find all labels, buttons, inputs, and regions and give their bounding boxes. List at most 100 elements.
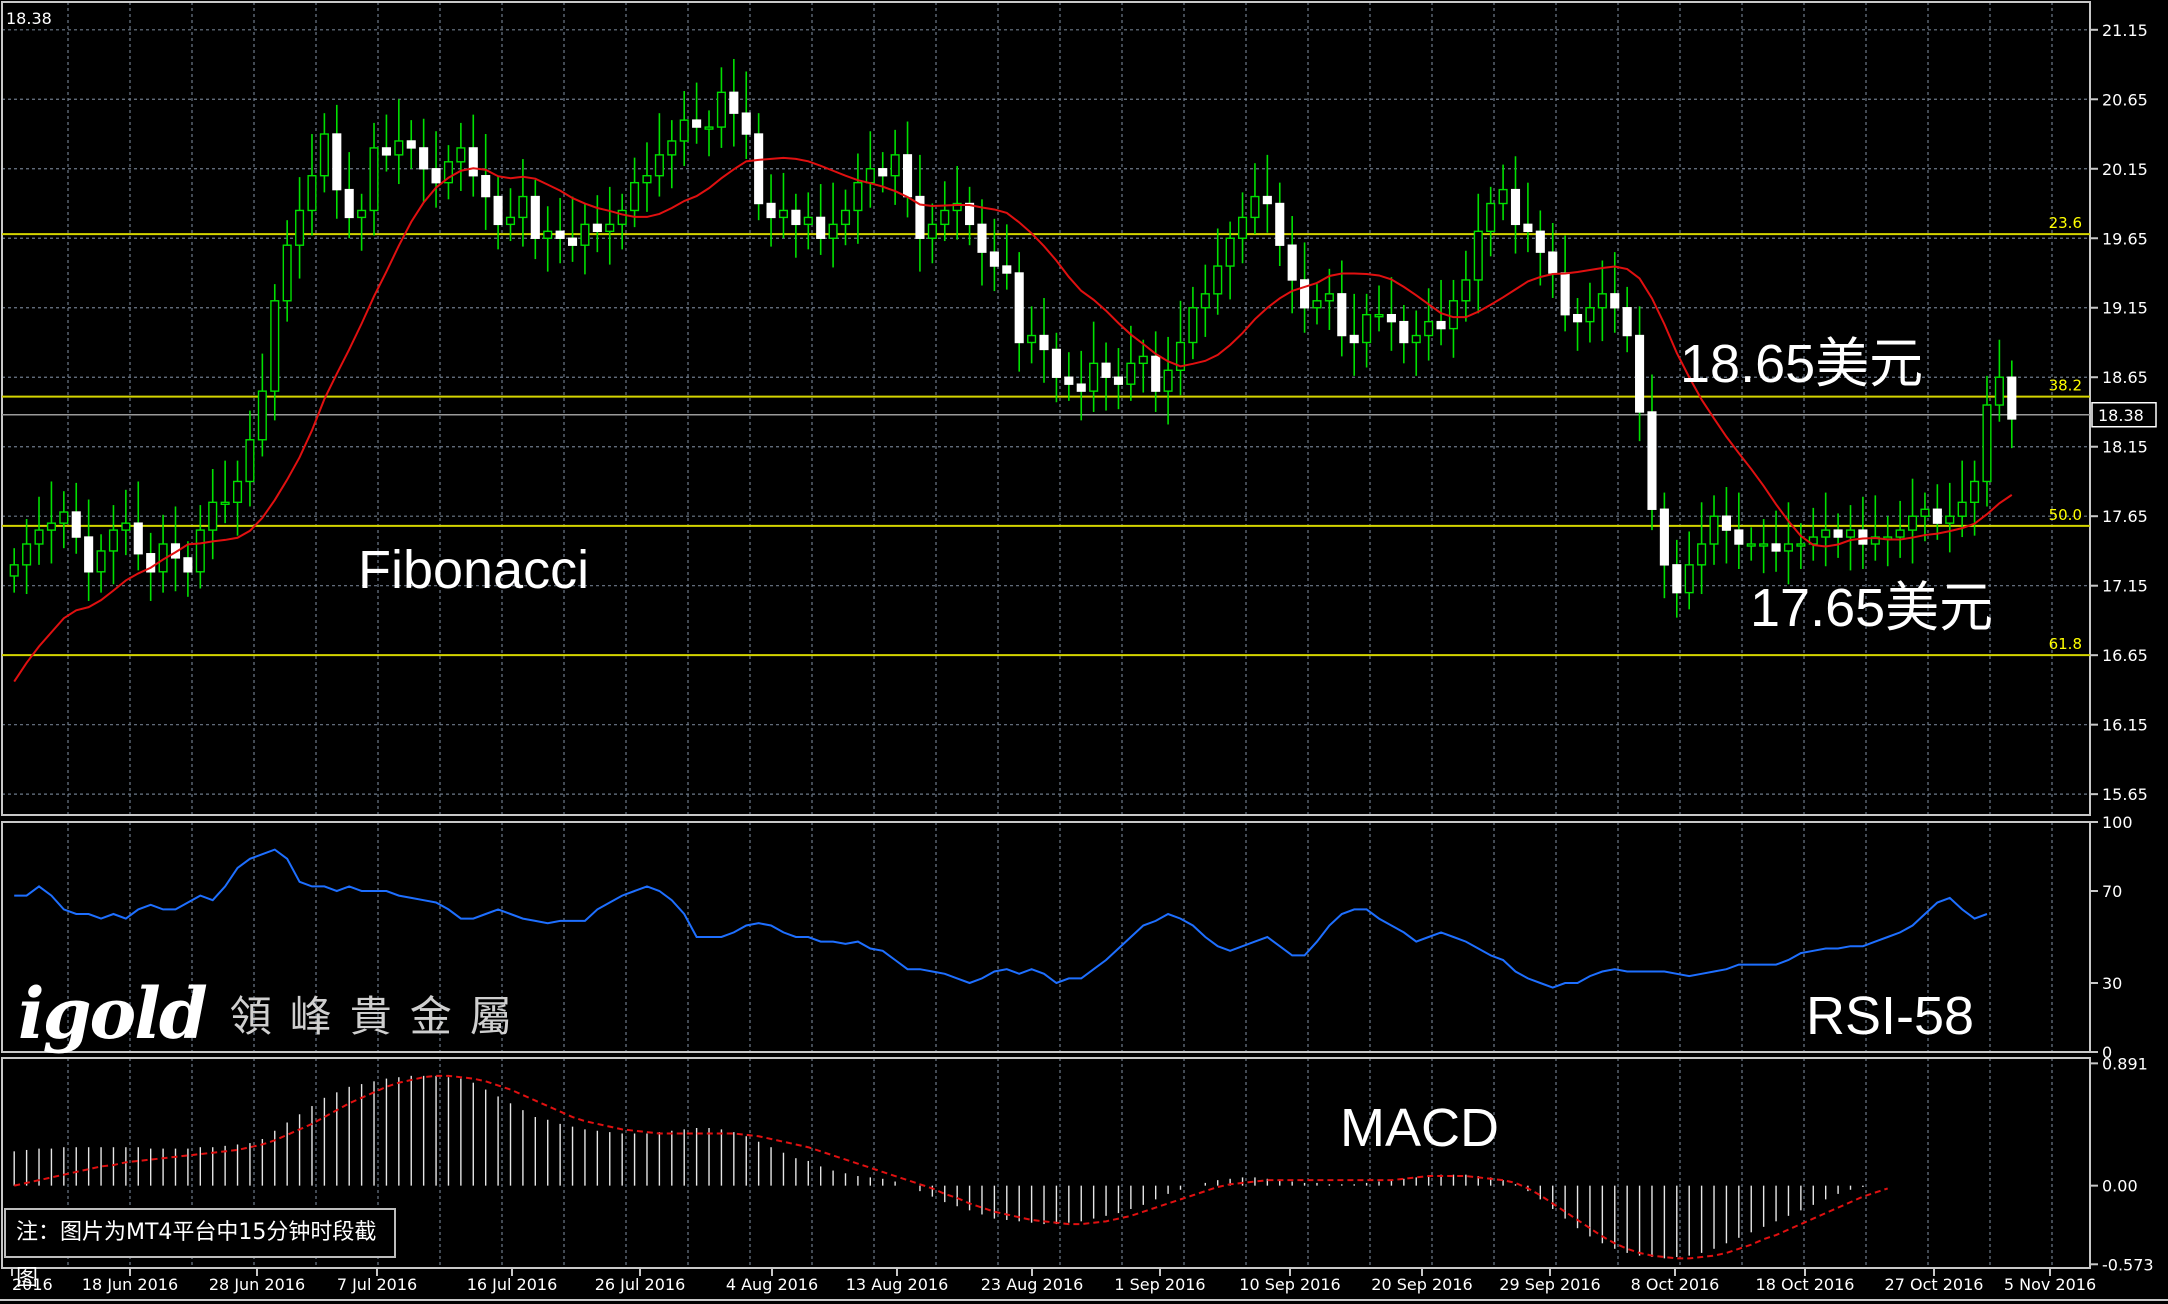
candle-body (890, 154, 900, 177)
x-tick-label: 18 Jun 2016 (82, 1275, 178, 1294)
price-tick-label: 18.65 (2102, 368, 2148, 387)
candle-body (481, 175, 491, 198)
fibonacci-annotation: Fibonacci (358, 540, 589, 600)
candle-body (729, 91, 739, 114)
candle-body (840, 209, 851, 226)
candle-body (1461, 279, 1471, 302)
x-tick-label: 13 Aug 2016 (846, 1275, 949, 1294)
candle-body (232, 480, 243, 504)
candle-body (1113, 376, 1124, 385)
candle-body (1697, 543, 1707, 566)
candle-body (1051, 348, 1061, 378)
fib-level-label: 50.0 (2049, 506, 2082, 524)
candle-body (1597, 293, 1607, 309)
candle-body (71, 511, 81, 538)
candle-body (989, 251, 999, 267)
candle-body (1647, 411, 1657, 510)
candle-body (307, 175, 317, 212)
candle-body (456, 147, 466, 163)
candle-body (1709, 515, 1719, 545)
candle-body (1783, 543, 1794, 552)
candle-body (319, 133, 329, 177)
candle-body (59, 511, 69, 524)
x-tick-label: 23 Aug 2016 (981, 1275, 1084, 1294)
candle-body (1771, 543, 1781, 552)
candle-body (282, 244, 292, 302)
candle-body (1523, 223, 1533, 233)
candle-body (332, 133, 342, 191)
rsi-tick-label: 0 (2102, 1043, 2112, 1062)
candle-body (1399, 320, 1409, 344)
candle-body (1225, 237, 1235, 267)
candle-body (1151, 355, 1161, 392)
candle-body (555, 230, 565, 239)
price-tick-label: 15.65 (2102, 785, 2148, 804)
price-tick-label: 21.15 (2102, 21, 2148, 40)
candle-body (1498, 188, 1508, 205)
macd-histogram (13, 1074, 1889, 1260)
candle-body (1312, 300, 1322, 309)
rsi-polyline (14, 848, 1988, 989)
candle-body (1746, 543, 1756, 547)
candle-body (1300, 279, 1310, 309)
candle-body (952, 202, 962, 212)
price-tick-label: 17.65 (2102, 507, 2148, 526)
price-tick-label: 19.15 (2102, 299, 2148, 318)
candle-body (1510, 188, 1521, 226)
candle-body (1895, 529, 1905, 538)
price-tick-label: 20.15 (2102, 160, 2148, 179)
candle-body (1175, 341, 1186, 371)
candle-body (630, 181, 640, 212)
price-tick-label: 18.15 (2102, 438, 2148, 457)
candle-body (605, 223, 615, 233)
candle-body (1411, 334, 1421, 344)
candle-body (419, 147, 429, 170)
candle-body (1486, 202, 1496, 233)
fib-level-label: 23.6 (2049, 214, 2082, 232)
candle-body (1858, 529, 1868, 545)
candle-body (1845, 529, 1856, 538)
candle-body (791, 209, 801, 226)
candle-body (1448, 300, 1459, 330)
candle-body (1039, 334, 1049, 351)
candle-body (133, 522, 143, 555)
candle-body (1436, 320, 1446, 330)
candle-body (642, 175, 652, 184)
candle-body (530, 195, 540, 239)
macd-label: MACD (1340, 1098, 1499, 1158)
candle-body (1101, 362, 1111, 378)
candle-body (208, 501, 218, 531)
macd-signal-line (13, 1074, 1889, 1260)
candle-body (394, 140, 404, 156)
price-tick-label: 19.65 (2102, 229, 2148, 248)
candle-body (1262, 195, 1272, 205)
fib-level-label: 38.2 (2049, 377, 2082, 395)
candle-body (592, 223, 602, 233)
candle-body (22, 543, 32, 566)
candle-body (295, 209, 305, 246)
candle-body (927, 223, 937, 239)
candle-body (1027, 334, 1037, 344)
candle-body (766, 202, 776, 219)
price-candles (9, 58, 2017, 618)
candle-body (369, 147, 379, 212)
candle-body (1138, 355, 1148, 365)
candle-body (1945, 515, 1955, 524)
igold-logo: igold 領峰貴金屬 (18, 972, 530, 1055)
candle-body (46, 522, 56, 531)
candle-body (977, 223, 987, 253)
candle-body (716, 91, 726, 128)
macd-tick-label: 0.00 (2102, 1177, 2138, 1196)
x-tick-label: 28 Jun 2016 (209, 1275, 305, 1294)
candle-body (1250, 195, 1260, 219)
candle-body (183, 557, 193, 573)
x-tick-label: 10 Sep 2016 (1239, 1275, 1340, 1294)
candle-body (1821, 529, 1831, 538)
candle-body (878, 168, 888, 177)
candle-body (915, 195, 925, 239)
x-tick-label: 7 Jul 2016 (337, 1275, 417, 1294)
candle-body (84, 536, 94, 573)
panel-frame (1, 1, 2091, 816)
candle-body (1237, 216, 1248, 239)
candle-body (1585, 307, 1595, 323)
